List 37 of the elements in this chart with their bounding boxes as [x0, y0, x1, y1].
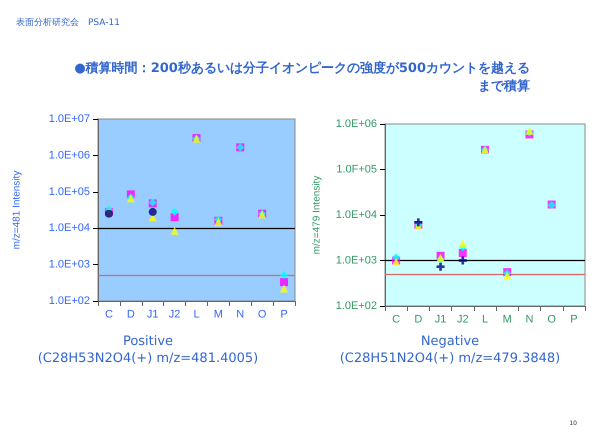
x-tick-label: P [570, 314, 578, 326]
y-tick-label: 1.0E+02 [336, 300, 377, 312]
x-tick-label: J1 [434, 314, 446, 326]
x-axis-title: Positive [122, 334, 174, 349]
y-axis-title: m/z=479 Intensity [312, 176, 322, 254]
y-tick-label: 1.0E+07 [48, 113, 90, 125]
x-tick-label: C [392, 314, 400, 326]
text: (C28H51N2O4(+) m/z=479.3848) [338, 351, 562, 366]
x-tick-label: N [236, 308, 244, 320]
x-tick-label: L [193, 308, 200, 320]
text: ●積算時間：200秒あるいは分子イオンピークの強度が500カウントを越えるまで積算 [73, 60, 530, 96]
x-tick-label: N [525, 314, 534, 326]
y-tick-label: 1.0E+04 [336, 209, 377, 221]
x-tick-label: J2 [456, 314, 469, 326]
x-tick-label: O [258, 308, 267, 320]
y-tick-label: 1.0F+05 [336, 164, 377, 176]
y-tick-label: 1.0E+03 [48, 258, 90, 271]
y-tick-label: 1.0E+06 [48, 149, 90, 162]
x-tick-label: M [214, 308, 223, 320]
x-tick-label: D [126, 308, 135, 320]
x-axis-title: Negative [420, 334, 480, 349]
x-tick-label: J1 [146, 308, 159, 320]
x-tick-label: O [547, 314, 556, 326]
x-tick-label: J2 [168, 308, 180, 320]
x-tick-label: C [104, 308, 113, 320]
y-axis-title: m/z=481 Intensity [12, 170, 22, 250]
x-tick-label: D [414, 314, 422, 326]
x-tick-label: P [280, 308, 288, 320]
y-tick-label: 1.0E+04 [48, 222, 90, 234]
y-tick-label: 1.0E+02 [48, 295, 90, 307]
x-tick-label: M [502, 314, 512, 326]
x-tick-label: L [482, 314, 488, 326]
text: 表面分析研究会 PSA-11 [16, 16, 120, 29]
text: (C28H53N2O4(+) m/z=481.4005) [36, 351, 260, 366]
y-tick-label: 1.0E+03 [336, 254, 377, 266]
y-tick-label: 1.0E+06 [336, 118, 377, 130]
y-tick-label: 1.0E+05 [48, 186, 90, 198]
